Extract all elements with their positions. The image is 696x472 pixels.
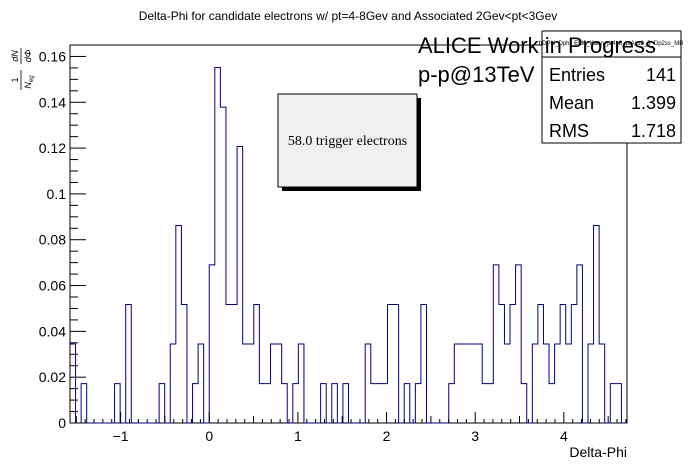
y-axis-label-frac-num: dN [10, 50, 20, 62]
x-axis-ticks: −1 0 1 2 3 4 [75, 412, 627, 444]
overlay-line-2: p-p@13TeV [418, 62, 535, 87]
y-axis-label-frac-den: dΦ [23, 49, 33, 62]
y-tick-label: 0.12 [39, 140, 66, 156]
x-axis-label: Delta-Phi [569, 444, 627, 460]
overlay-line-1: ALICE Work in Progress [418, 33, 656, 58]
y-axis-ticks: 0 0.02 0.04 0.06 0.08 0.1 0.12 0.14 0.16 [39, 44, 86, 431]
stats-entries-label: Entries [549, 65, 605, 85]
note-box [277, 93, 418, 188]
stats-mean-value: 1.399 [631, 93, 676, 113]
x-tick-label: 1 [294, 428, 302, 444]
x-tick-label: 0 [205, 428, 213, 444]
chart-title: Delta-Phi for candidate electrons w/ pt=… [139, 9, 558, 23]
y-tick-label: 0.1 [47, 186, 67, 202]
stats-entries-value: 141 [646, 65, 676, 85]
x-tick-label: −1 [113, 428, 129, 444]
x-tick-label: 2 [383, 428, 391, 444]
stats-box [541, 30, 682, 144]
stats-rms-label: RMS [549, 121, 589, 141]
y-tick-label: 0.02 [39, 369, 66, 385]
y-tick-label: 0.08 [39, 232, 66, 248]
stats-rms-value: 1.718 [631, 121, 676, 141]
y-tick-label: 0.16 [39, 48, 66, 64]
y-tick-label: 0.06 [39, 278, 66, 294]
x-tick-label: 3 [471, 428, 479, 444]
y-tick-label: 0.14 [39, 94, 66, 110]
stats-title: hDPhi_Dphi_Efd0_Kaon_pt4_8_ptAss2_3_Dp2s… [539, 41, 683, 47]
y-axis-label-numerator: 1 [10, 77, 20, 82]
x-tick-label: 4 [560, 428, 568, 444]
note-text: 58.0 trigger electrons [288, 134, 407, 149]
y-tick-label: 0.04 [39, 323, 66, 339]
y-axis-label: 1 Neg dN dΦ [10, 48, 35, 90]
y-axis-label-denominator: Neg [23, 75, 35, 89]
y-tick-label: 0 [58, 415, 66, 431]
stats-mean-label: Mean [549, 93, 594, 113]
histogram-series [70, 66, 627, 424]
